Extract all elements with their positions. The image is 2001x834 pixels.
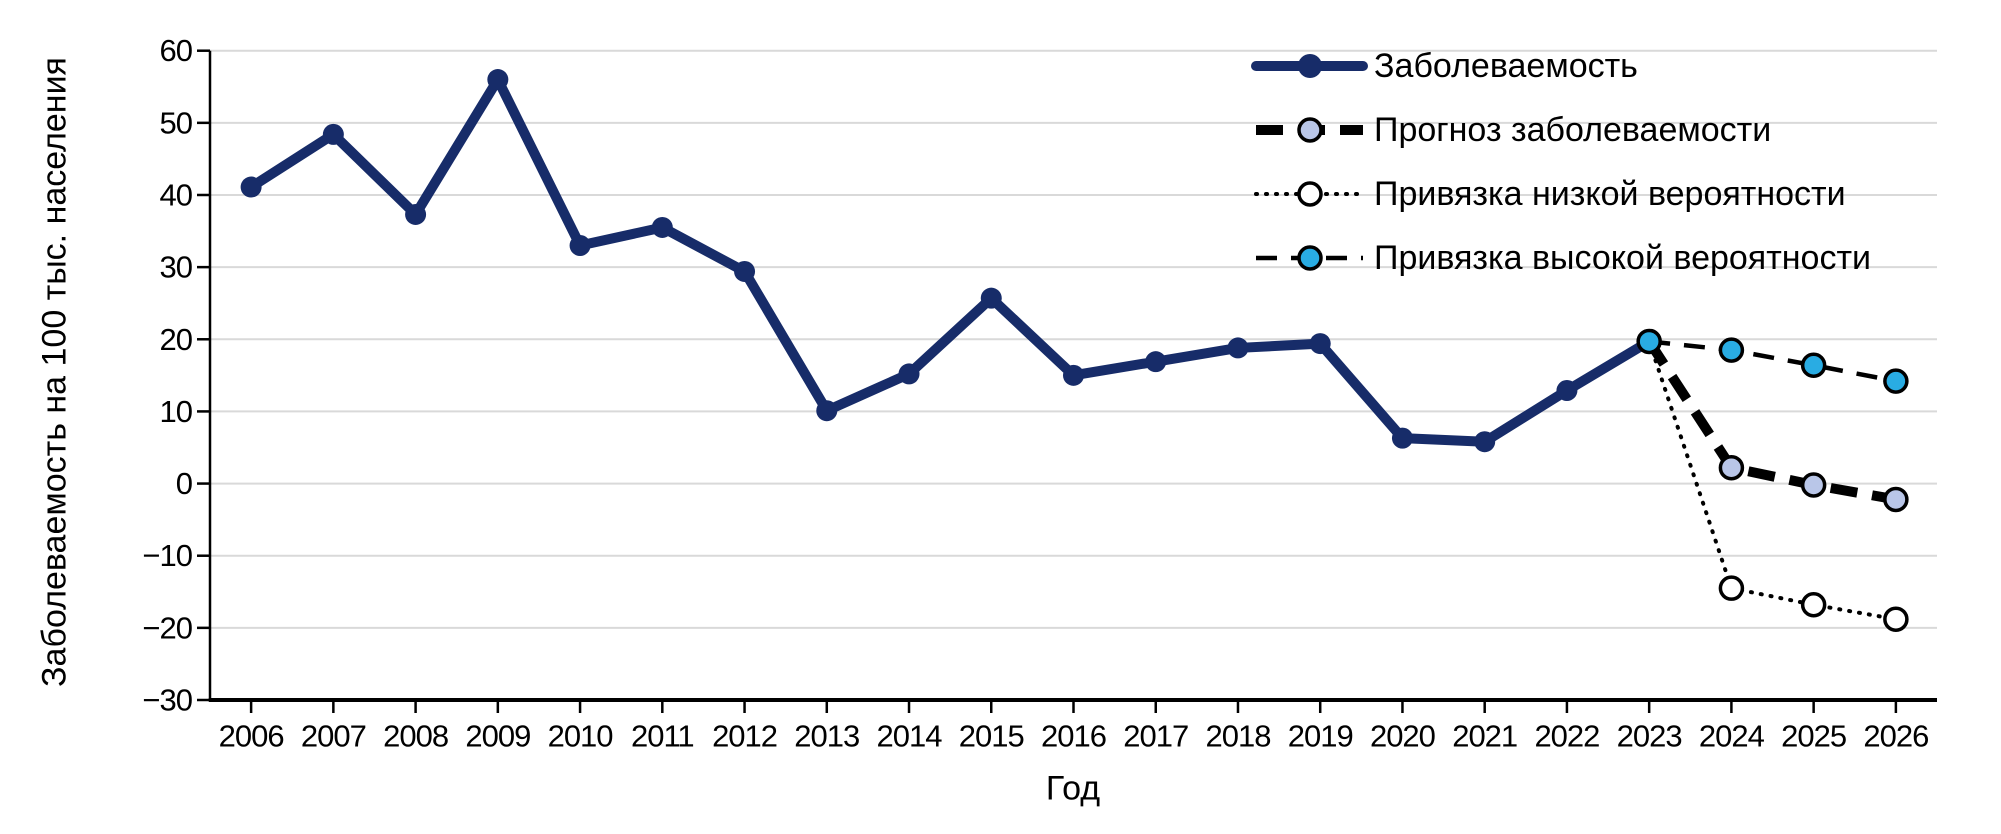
legend-sample-marker-1 [1297,117,1323,143]
x-tick-label: 2023 [1617,719,1682,754]
x-tick-label: 2024 [1699,719,1765,754]
x-axis-title: Год [1045,769,1101,808]
series-0-marker-2008 [405,203,427,225]
legend-label-0: Заболеваемость [1374,47,1638,85]
series-lines [246,74,1898,622]
series-line-0 [246,74,1655,447]
y-tick-label: 50 [160,105,193,140]
legend-sample-marker-2 [1297,181,1323,207]
series-markers [240,69,1909,632]
series-0-marker-2017 [1145,351,1167,373]
series-1-marker-2026 [1883,486,1909,513]
x-tick-label: 2016 [1041,719,1106,754]
x-tick-label: 2021 [1452,719,1517,754]
series-0-marker-2019 [1309,333,1331,355]
x-tick-label: 2008 [383,719,448,754]
series-1-marker-2025 [1800,472,1827,498]
series-0-marker-2021 [1474,431,1496,453]
legend: Заболеваемость Прогноз заболеваемости Прив… [1251,47,1871,277]
series-line-3 [1648,339,1897,384]
series-2-marker-2024 [1718,575,1745,601]
y-axis-title: Заболеваемость на 100 тыс. населения [35,57,74,687]
series-0-marker-2018 [1227,337,1249,359]
series-2-marker-2025 [1800,592,1827,618]
series-3-marker-2025 [1800,352,1827,378]
legend-label-1: Прогноз заболеваемости [1374,111,1771,149]
x-tick-label: 2014 [877,719,943,754]
x-tick-label: 2017 [1123,719,1188,754]
x-tick-label: 2015 [959,719,1024,754]
x-tick-label: 2022 [1534,719,1599,754]
legend-item-0: Заболеваемость [1251,47,1638,85]
y-tick-label: −10 [142,538,192,573]
series-3-marker-2026 [1883,368,1909,394]
series-line-2 [1647,339,1898,622]
series-0-marker-2013 [816,400,838,422]
y-tick-label: 60 [160,33,193,68]
series-0-marker-2012 [734,260,756,282]
series-0-marker-2009 [487,69,509,91]
x-tick-label: 2006 [219,719,284,754]
series-2-marker-2026 [1883,606,1909,632]
legend-item-1: Прогноз заболеваемости [1256,111,1771,149]
series-3-marker-2024 [1718,337,1745,363]
y-tick-label: 10 [160,394,193,429]
series-line-1 [1644,338,1897,505]
series-0-marker-2016 [1063,364,1084,386]
series-0-marker-2022 [1556,380,1578,402]
y-tick-label: 30 [160,250,193,285]
series-0-marker-2007 [322,123,344,145]
x-tick-label: 2018 [1205,719,1270,754]
x-tick-label: 2020 [1370,719,1436,754]
y-tick-label: −30 [142,683,192,718]
x-tick-label: 2012 [712,719,777,754]
x-tick-label: 2026 [1863,719,1928,754]
gridlines [210,49,1937,629]
x-tick-label: 2010 [548,719,614,754]
series-0-marker-2011 [651,216,673,238]
x-tick-label: 2025 [1781,719,1846,754]
legend-label-3: Привязка высокой вероятности [1374,239,1871,277]
series-0-marker-2014 [898,363,920,385]
legend-item-2: Привязка низкой вероятности [1254,175,1846,213]
x-tick-label: 2007 [301,719,366,754]
series-0-marker-2020 [1391,427,1413,449]
y-tick-label: 0 [176,466,193,501]
legend-label-2: Привязка низкой вероятности [1374,175,1846,213]
y-tick-label: 40 [160,177,193,212]
y-tick-label: 20 [160,322,193,357]
legend-sample-marker-3 [1297,245,1323,271]
series-1-marker-2024 [1718,454,1745,481]
x-tick-label: 2009 [465,719,530,754]
x-tick-label: 2011 [631,719,694,754]
series-3-marker-2023 [1636,328,1662,355]
legend-item-3: Привязка высокой вероятности [1256,239,1871,277]
legend-sample-marker-0 [1298,54,1322,78]
series-0-marker-2006 [240,176,262,198]
y-tick-label: −20 [142,610,192,645]
x-tick-label: 2019 [1288,719,1353,754]
series-0-marker-2010 [569,234,591,256]
series-0-marker-2015 [980,287,1002,309]
x-tick-label: 2013 [794,719,859,754]
